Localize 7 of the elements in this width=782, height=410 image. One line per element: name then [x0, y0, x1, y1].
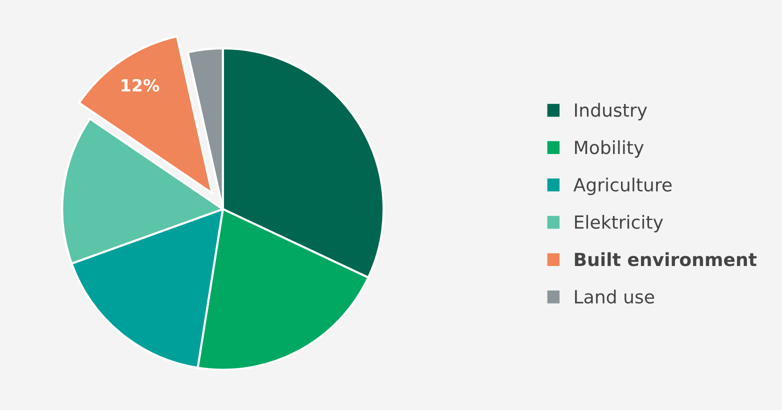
legend-label: Mobility	[575, 140, 644, 158]
data-label: 12%	[122, 79, 160, 92]
legend-label: Agriculture	[573, 178, 672, 196]
legend-label: Industry	[575, 102, 648, 120]
legend-label: Land use	[575, 290, 654, 304]
legend-label: Elektricity	[575, 214, 663, 232]
legend-label: Built environment	[574, 252, 757, 266]
